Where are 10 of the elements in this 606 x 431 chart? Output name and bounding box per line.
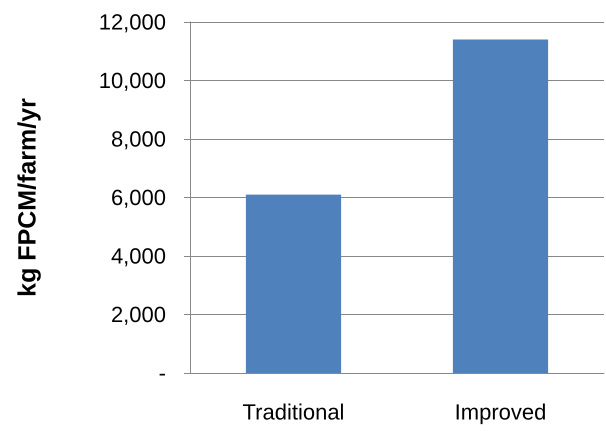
y-axis-title: kg FPCM/farm/yr bbox=[14, 98, 42, 297]
y-tick-label: 12,000 bbox=[98, 10, 166, 34]
y-tick-label: 2,000 bbox=[110, 302, 166, 327]
y-tick-label: - bbox=[158, 360, 166, 386]
x-tick-label: Improved bbox=[454, 400, 546, 424]
y-tick-label: 10,000 bbox=[98, 68, 166, 93]
y-tick-label: 8,000 bbox=[110, 126, 166, 152]
y-tick-label: 4,000 bbox=[110, 244, 166, 268]
x-tick-label: Traditional bbox=[242, 400, 344, 424]
y-tick-label: 6,000 bbox=[110, 185, 166, 210]
